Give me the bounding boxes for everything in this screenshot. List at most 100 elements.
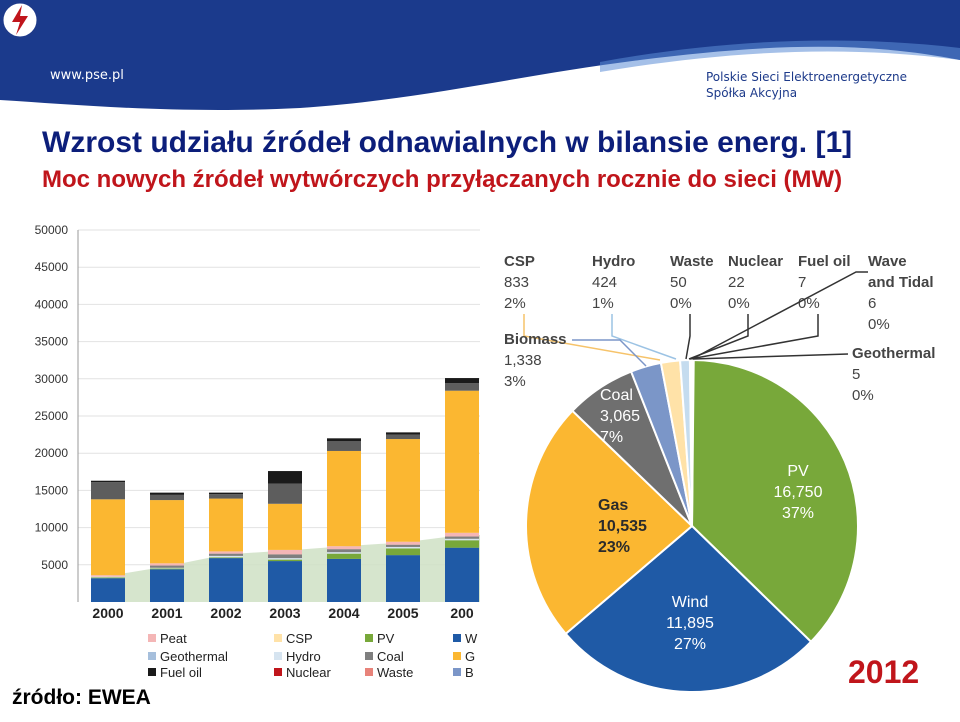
x-tick-label: 2004 <box>328 605 359 621</box>
bar-segment <box>268 503 302 550</box>
stacked-bar-chart: 50000 45000 40000 35000 30000 25000 20000 15000… <box>10 214 480 714</box>
pie-slice-label: Wind <box>672 594 708 611</box>
pie-outside-value: 1,338 <box>504 352 542 369</box>
leader-line <box>685 314 691 360</box>
pie-outside-value: 22 <box>728 274 745 291</box>
legend-label: PV <box>377 631 395 646</box>
bar-segment <box>327 441 361 451</box>
pie-outside-pct: 0% <box>852 387 874 404</box>
leader-line <box>688 314 749 360</box>
legend-swatch <box>365 668 373 676</box>
pie-outside-pct: 0% <box>728 295 750 312</box>
pie-outside-label: Geothermal <box>852 345 935 362</box>
x-tick-label: 200 <box>450 605 474 621</box>
bar-segment <box>327 552 361 554</box>
pse-logo-icon <box>0 0 40 40</box>
legend-swatch <box>453 668 461 676</box>
bar-segment <box>150 500 184 564</box>
pie-outside-value: 50 <box>670 274 687 291</box>
leader-line <box>689 314 819 360</box>
bar-segment <box>91 578 125 602</box>
pie-outside-label: Hydro <box>592 253 635 270</box>
bar-segment <box>445 538 479 541</box>
header-background <box>0 0 960 118</box>
pie-chart: PV 16,750 37% Wind 11,895 27% Gas 10,535 23% Coal… <box>480 232 960 717</box>
pie-slice-label: 10,535 <box>598 518 647 535</box>
bar-segment <box>268 471 302 484</box>
legend-label: CSP <box>286 631 313 646</box>
pie-year-label: 2012 <box>848 654 920 690</box>
x-tick-label: 2003 <box>269 605 300 621</box>
x-tick-label: 2000 <box>92 605 123 621</box>
bar-segment <box>268 559 302 562</box>
bar-segment <box>445 547 479 602</box>
legend-swatch <box>148 634 156 642</box>
legend-swatch <box>148 668 156 676</box>
bar-segment <box>445 540 479 548</box>
legend-label: B <box>465 665 474 680</box>
legend-label: Nuclear <box>286 665 331 680</box>
pie-slice <box>691 358 859 644</box>
legend-swatch <box>274 652 282 660</box>
site-url[interactable]: www.pse.pl <box>50 68 124 83</box>
org-name-line1: Polskie Sieci Elektroenergetyczne <box>706 70 908 84</box>
leader-line <box>572 339 647 367</box>
bar-chart-svg: 50000 45000 40000 35000 30000 25000 20000 15000… <box>35 223 480 680</box>
x-tick-label: 2001 <box>151 605 182 621</box>
bar-segment <box>150 565 184 568</box>
source-note: źródło: EWEA <box>12 686 151 709</box>
bar-segment <box>91 577 125 579</box>
bar-segment <box>150 569 184 602</box>
bar-segment <box>150 567 184 569</box>
pie-slice-label: 7% <box>600 429 623 446</box>
legend-swatch <box>453 634 461 642</box>
legend-label: Coal <box>377 649 404 664</box>
bar-segment <box>327 549 361 553</box>
pie-outside-pct: 0% <box>670 295 692 312</box>
bar-segment <box>386 546 420 549</box>
pie-outside-label: and Tidal <box>868 274 934 291</box>
bar-segment <box>268 561 302 602</box>
y-tick-label: 25000 <box>35 409 69 423</box>
header-banner: www.pse.pl Polskie Sieci Elektroenergety… <box>0 0 960 118</box>
bar-segment <box>150 563 184 566</box>
bar-segment <box>209 558 243 602</box>
bar-segment <box>386 439 420 542</box>
slide-title: Wzrost udziału źródeł odnawialnych w bil… <box>42 126 853 159</box>
bar-segment <box>209 553 243 556</box>
bar-segment <box>91 499 125 576</box>
pie-slice <box>525 409 694 636</box>
bar-segment <box>150 494 184 501</box>
org-name-line2: Spółka Akcyjna <box>706 86 798 100</box>
bar-segment <box>445 390 479 533</box>
leader-line <box>692 353 849 360</box>
x-tick-label: 2005 <box>387 605 418 621</box>
bar-segment <box>209 557 243 559</box>
legend-swatch <box>274 668 282 676</box>
pie-outside-pct: 0% <box>868 316 890 333</box>
bar-segment <box>386 541 420 545</box>
pie-slice <box>564 524 813 693</box>
pie-outside-value: 833 <box>504 274 529 291</box>
bar-segment <box>209 494 243 499</box>
legend-swatch <box>274 634 282 642</box>
bar-segment <box>386 434 420 440</box>
pie-outside-label: Fuel oil <box>798 253 851 270</box>
bar-segment <box>268 554 302 559</box>
bar-segment <box>209 551 243 554</box>
pie-outside-pct: 1% <box>592 295 614 312</box>
pie-slice-label: 37% <box>782 505 814 522</box>
bar-segment <box>209 555 243 558</box>
legend-label: Waste <box>377 665 413 680</box>
legend-label: G <box>465 649 475 664</box>
pie-outside-label: Wave <box>868 253 907 270</box>
pie-outside-value: 424 <box>592 274 617 291</box>
pie-outside-value: 5 <box>852 366 860 383</box>
pie-outside-label: Nuclear <box>728 253 783 270</box>
bar-segment <box>150 492 184 495</box>
y-tick-label: 50000 <box>35 223 69 237</box>
pie-outside-value: 6 <box>868 295 876 312</box>
bar-segment <box>327 558 361 602</box>
bar-segment <box>386 555 420 602</box>
bar-segment <box>445 536 479 539</box>
